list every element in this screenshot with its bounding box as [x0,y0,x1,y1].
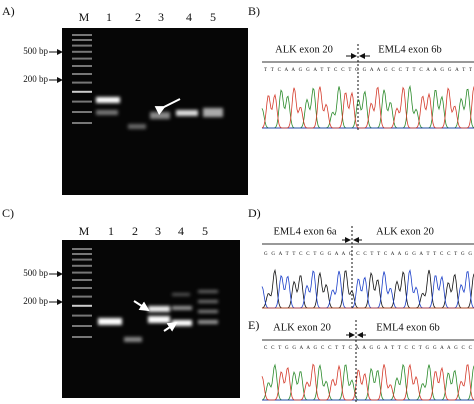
segment-label: ALK exon 20 [273,322,331,333]
segment-label: ALK exon 20 [275,44,333,55]
ladder-band [72,34,92,36]
ladder-band [72,39,92,41]
ladder [72,34,92,124]
ladder-band [72,57,92,60]
lane-label: 5 [202,224,208,238]
ladder [72,248,92,338]
sequence: C C T G G A A G C C T T C A A G G A T T … [264,346,473,351]
segment-label: EML4 exon 6a [274,226,337,237]
ladder-band [72,81,92,84]
arrow [133,300,150,312]
segment-label: EML4 exon 6b [378,44,442,55]
ladder-band [72,65,92,67]
arrow [154,98,181,116]
lane-labels: M 1 2 3 4 5 [79,10,216,24]
lane-label: 1 [106,10,112,24]
marker-label: 200 bp [23,296,48,306]
ladder-band [72,44,92,47]
lane-label: 5 [210,10,216,24]
panel-label: A) [2,4,15,18]
ladder-band [72,90,92,93]
lane-label: 3 [155,224,161,238]
lane-label: 2 [135,10,141,24]
lane-label: M [79,10,90,24]
marker-label: 500 bp [23,268,48,278]
lane-label: 4 [178,224,184,238]
ladder-band [72,295,92,298]
chromatogram: T T C A A G G A T T C C T G G A A G C C … [261,68,474,129]
bands [98,290,218,342]
ladder-band [72,122,92,124]
lane-label: M [79,224,90,238]
sequence: T T C A A G G A T T C C T G G A A G C C … [264,68,472,73]
chromatogram: G G A T T C C T G G A A G C C T T C A A … [261,252,474,309]
ladder-band [72,314,92,317]
ladder-band [72,264,92,267]
segment-label: ALK exon 20 [376,226,434,237]
chromatogram: C C T G G A A G C C T T C A A G G A T T … [261,346,474,401]
arrow [163,321,178,332]
panel-label: B) [248,4,260,18]
lane-label: 1 [108,224,114,238]
ladder-band [72,325,92,327]
trace-line [261,86,474,129]
segment-label: EML4 exon 6b [376,322,440,333]
bands [96,97,223,129]
trace-line [261,268,474,309]
sequence: G G A T T C C T G G A A G C C T T C A A … [264,252,472,257]
ladder-band [72,248,92,250]
ladder-band [72,50,92,53]
ladder-band [72,253,92,255]
ladder-band [72,287,92,289]
ladder-band [72,73,92,75]
trace-line [261,363,474,401]
lane-label: 4 [186,10,192,24]
lane-label: 3 [158,10,164,24]
marker-label: 200 bp [23,74,48,84]
ladder-band [72,336,92,338]
ladder-band [72,111,92,113]
trace-line [261,268,474,309]
panel-label: E) [248,318,259,332]
panel-label: D) [248,206,261,220]
ladder-band [72,279,92,281]
lane-labels: M 1 2 3 4 5 [79,224,208,238]
ladder-band [72,304,92,307]
ladder-band [72,258,92,261]
ladder-band [72,271,92,274]
lane-label: 2 [132,224,138,238]
marker-label: 500 bp [23,46,48,56]
panel-label: C) [2,206,14,220]
ladder-band [72,100,92,103]
